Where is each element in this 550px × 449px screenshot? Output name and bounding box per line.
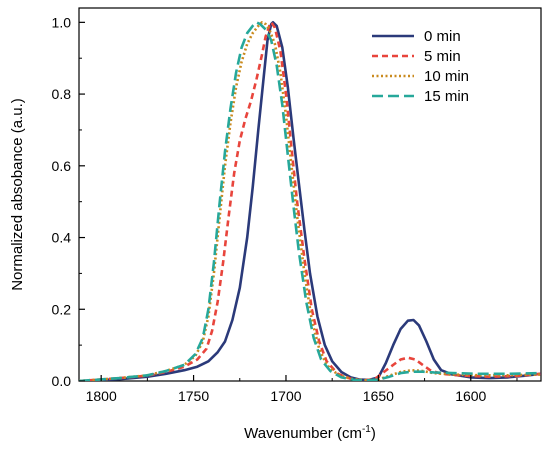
- y-tick-label: 1.0: [52, 14, 72, 30]
- x-axis-label-superscript: -1: [362, 424, 371, 435]
- y-tick-label: 0.2: [52, 301, 72, 317]
- series-layer: [79, 21, 541, 381]
- x-axis-ticks: 1800 1750 1700 1650 1600: [86, 375, 518, 404]
- y-tick-label: 0.0: [52, 373, 72, 389]
- plot-frame: [78, 7, 542, 382]
- x-axis-label-close: ): [371, 425, 376, 442]
- y-axis-label: Normalized absobance (a.u.): [9, 98, 26, 291]
- legend-label-1: 0 min: [424, 28, 461, 45]
- legend: 0 min 5 min 10 min 15 min: [372, 28, 469, 105]
- plot-area: 1800 1750 1700 1650 1600 0.0 0.2 0.4 0.6 0.8 1.0: [52, 7, 542, 404]
- x-tick-label: 1600: [455, 388, 486, 404]
- y-tick-label: 0.8: [52, 86, 72, 102]
- x-tick-label: 1800: [86, 388, 117, 404]
- series-line-4: [79, 21, 541, 381]
- y-tick-label: 0.6: [52, 158, 72, 174]
- legend-label-2: 5 min: [424, 48, 461, 65]
- x-tick-label: 1650: [363, 388, 394, 404]
- series-line-2: [79, 21, 541, 381]
- series-line-3: [79, 21, 541, 381]
- x-tick-label: 1700: [270, 388, 301, 404]
- y-tick-label: 0.4: [52, 230, 72, 246]
- legend-label-4: 15 min: [424, 88, 469, 105]
- series-line-1: [79, 21, 541, 381]
- legend-label-3: 10 min: [424, 68, 469, 85]
- y-axis-ticks: 0.0 0.2 0.4 0.6 0.8 1.0: [52, 14, 85, 389]
- x-axis-label: Wavenumber (cm-1): [244, 424, 376, 442]
- x-tick-label: 1750: [178, 388, 209, 404]
